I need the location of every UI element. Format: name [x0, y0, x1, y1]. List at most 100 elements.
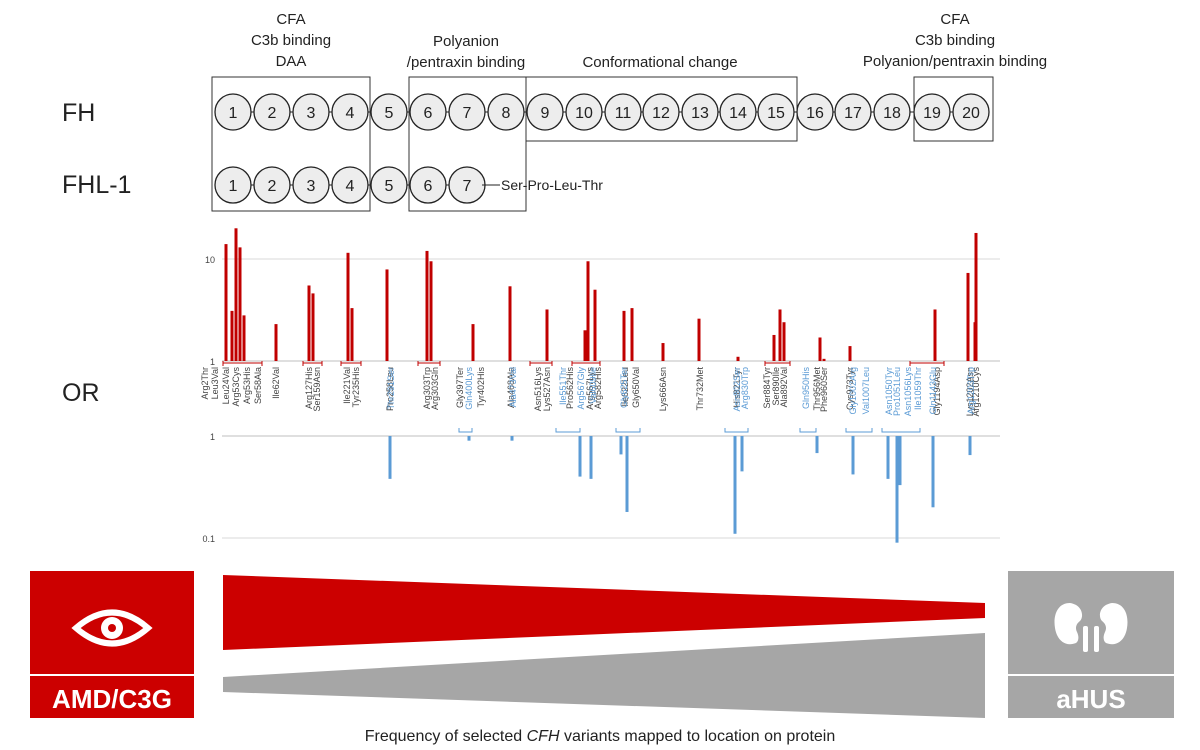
fh-domain: 13	[681, 93, 719, 131]
fhl1-domain-circle	[370, 166, 408, 204]
risk-bar	[818, 337, 822, 361]
fh-domain: 16	[796, 93, 834, 131]
fh-domain-circle	[370, 93, 408, 131]
protective-bars	[388, 436, 972, 543]
protective-variant-label: Thr291Ser	[386, 367, 396, 410]
fh-domain-circle	[487, 93, 525, 131]
fh-domain: 20	[952, 93, 990, 131]
variant-brackets	[222, 361, 945, 433]
fh-domain: 12	[642, 93, 680, 131]
protective-variant-label: Gln400Lys	[464, 367, 474, 410]
eye-icon	[71, 609, 153, 647]
fhl1-domain-circle	[331, 166, 369, 204]
protective-bar	[851, 436, 855, 475]
risk-bar	[622, 310, 626, 361]
fh-domain-circle	[873, 93, 911, 131]
risk-bar	[545, 309, 549, 361]
risk-variant-label: Arg303Trp	[422, 367, 432, 409]
kidney-icon	[1054, 603, 1128, 652]
protective-bar	[619, 436, 623, 455]
risk-variant-label: Ala468Ala	[506, 367, 516, 408]
fh-domain: 5	[370, 93, 408, 131]
protective-variant-label: Asn1056Lys	[903, 367, 913, 417]
risk-variant-label: His821Tyr	[732, 367, 742, 408]
protective-variant-label: Pro1051Leu	[892, 367, 902, 416]
tick-10: 10	[205, 255, 215, 265]
fh-domain-number: 8	[502, 105, 511, 122]
fhl1-domain-number: 7	[463, 178, 472, 195]
risk-bar	[966, 272, 970, 361]
risk-variant-label: Arg303Gln	[430, 367, 440, 410]
fh-domain: 4	[331, 93, 369, 131]
fhl1-domain-number: 6	[424, 178, 433, 195]
protective-bracket	[724, 428, 749, 433]
fh-domain-circle	[604, 93, 642, 131]
protective-bar	[589, 436, 593, 479]
risk-variant-label: Gly397Ter	[455, 367, 465, 408]
ahus-panel	[1008, 571, 1174, 718]
risk-bar	[933, 309, 937, 361]
fh-domain-number: 14	[729, 105, 747, 122]
fhl1-domain-circle	[409, 166, 447, 204]
risk-bar	[425, 250, 429, 361]
fh-domain: 15	[757, 93, 795, 131]
risk-bars	[224, 228, 978, 361]
fhl1-domain: 5	[370, 166, 408, 204]
variant-bracket	[222, 361, 263, 366]
fhl1-domain-number: 1	[229, 178, 238, 195]
tick-upper-1: 1	[210, 357, 215, 367]
risk-bar	[772, 334, 776, 361]
figure-caption: Frequency of selected CFH variants mappe…	[0, 728, 1200, 746]
risk-bar	[974, 232, 978, 361]
risk-variant-label: Ser58Ala	[253, 367, 263, 404]
risk-bar	[385, 269, 389, 361]
protective-bracket	[881, 428, 921, 433]
protective-bar	[578, 436, 582, 477]
fh-domain-number: 17	[844, 105, 862, 122]
risk-bar	[238, 247, 242, 361]
risk-variant-label: Arg567Lys	[585, 367, 595, 410]
risk-variant-label: Ser159Asn	[312, 367, 322, 412]
fh-domain-circle	[952, 93, 990, 131]
risk-variant-label: Leu3Val	[210, 367, 220, 399]
fh-domain-number: 10	[575, 105, 593, 122]
risk-bar	[234, 228, 238, 361]
risk-bar	[822, 358, 826, 361]
fh-domain: 1	[214, 93, 252, 131]
protective-variant-label: Ala473Val	[508, 367, 518, 407]
fh-domain-number: 4	[346, 105, 355, 122]
risk-bar	[471, 324, 475, 361]
risk-variant-label: Gly650Val	[631, 367, 641, 408]
protective-variant-label: Val609Ile	[588, 367, 598, 404]
odds-ratio-chart: 10 1 1 0.1 Arg2Thr Leu3Val Leu24Val Arg53Cy…	[200, 228, 1000, 544]
risk-bar	[697, 318, 701, 361]
protective-variant-label: Val1007Leu	[861, 367, 871, 414]
fh-domain-number: 16	[806, 105, 824, 122]
fh-domain: 7	[448, 93, 486, 131]
fh-domain-circle	[331, 93, 369, 131]
fhl1-domain-circle	[292, 166, 330, 204]
fh-domain-number: 13	[691, 105, 709, 122]
risk-variant-label: Phe960Ser	[819, 367, 829, 412]
risk-bar	[848, 346, 852, 361]
fh-domain-circle	[526, 93, 564, 131]
fhl1-domain: 2	[253, 166, 291, 204]
fh-domain: 8	[487, 93, 525, 131]
phenotype-panel: AMD/C3G aHUS	[30, 571, 1174, 718]
risk-bar	[593, 289, 597, 361]
risk-variant-label: Arg53His	[242, 367, 252, 405]
protective-variant-label: Asn802Ser	[732, 367, 742, 412]
fh-domain-chain: 1 2 3 4 5 6 7 8 9 10 11 12 13 14 15 16 17 18 19 20	[214, 93, 990, 131]
risk-variant-label: Gly1194Asp	[932, 367, 942, 415]
risk-variant-label: Cys973Tyr	[845, 367, 855, 410]
variant-bracket	[417, 361, 441, 366]
fh-domain: 14	[719, 93, 757, 131]
risk-bar	[224, 244, 228, 361]
risk-bar	[429, 261, 433, 361]
risk-bar	[307, 285, 311, 361]
risk-variant-label: Ala892Val	[779, 367, 789, 407]
left-group-line-3: DAA	[276, 53, 307, 70]
protective-bar	[467, 436, 471, 441]
right-group-line-3: Polyanion/pentraxin binding	[863, 53, 1047, 70]
variant-labels: Arg2Thr Leu3Val Leu24Val Arg53Cys Arg53His Se…	[200, 367, 981, 417]
